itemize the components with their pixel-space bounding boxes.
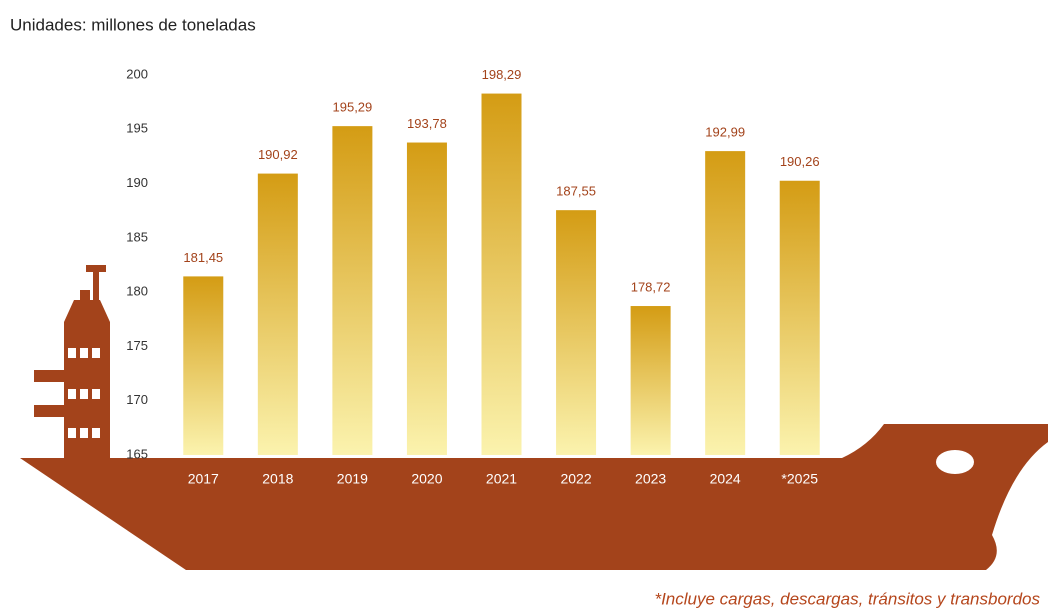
value-label: 193,78: [407, 116, 447, 131]
x-tick-label: 2018: [262, 471, 293, 487]
bar: [481, 93, 522, 456]
value-label: 187,55: [556, 184, 596, 199]
y-tick-label: 165: [126, 446, 148, 461]
x-tick-label: *2025: [781, 471, 818, 487]
value-label: 195,29: [333, 100, 373, 115]
porthole: [936, 450, 974, 474]
y-tick-label: 170: [126, 392, 148, 407]
y-tick-label: 195: [126, 121, 148, 136]
y-tick-label: 175: [126, 338, 148, 353]
x-tick-label: 2020: [411, 471, 442, 487]
bar: [406, 142, 447, 455]
bar: [332, 126, 373, 455]
value-label: 190,26: [780, 154, 820, 169]
tower-windows: [68, 348, 100, 438]
bar: [630, 306, 671, 455]
bar: [779, 180, 820, 455]
y-tick-label: 190: [126, 175, 148, 190]
bar: [257, 173, 298, 455]
bar: [183, 276, 224, 455]
y-tick-label: 200: [126, 66, 148, 81]
x-tick-label: 2019: [337, 471, 368, 487]
value-label: 192,99: [705, 125, 745, 140]
footnote: *Incluye cargas, descargas, tránsitos y …: [654, 589, 1040, 608]
value-label: 198,29: [482, 67, 522, 82]
y-tick-label: 180: [126, 284, 148, 299]
y-tick-label: 185: [126, 229, 148, 244]
bar: [556, 210, 597, 455]
ship-hull: [20, 424, 1048, 570]
x-tick-label: 2024: [710, 471, 741, 487]
value-label: 190,92: [258, 147, 298, 162]
value-label: 181,45: [183, 250, 223, 265]
x-tick-label: 2022: [560, 471, 591, 487]
x-tick-label: 2023: [635, 471, 666, 487]
x-tick-label: 2021: [486, 471, 517, 487]
x-tick-label: 2017: [188, 471, 219, 487]
value-label: 178,72: [631, 279, 671, 294]
chart-subtitle: Unidades: millones de toneladas: [10, 15, 256, 34]
bar: [705, 151, 746, 455]
